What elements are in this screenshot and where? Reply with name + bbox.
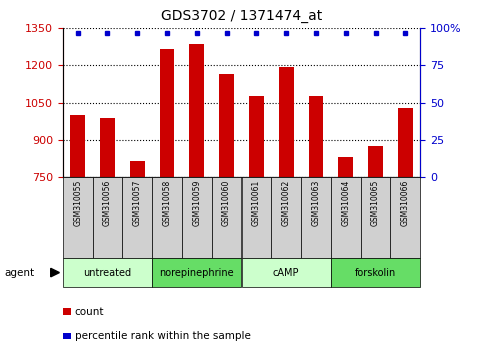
Bar	[301, 177, 331, 258]
Bar	[159, 49, 174, 177]
Bar	[100, 118, 115, 177]
Bar	[70, 115, 85, 177]
Text: count: count	[75, 307, 104, 316]
Text: GDS3702 / 1371474_at: GDS3702 / 1371474_at	[161, 9, 322, 23]
Text: percentile rank within the sample: percentile rank within the sample	[75, 331, 251, 341]
Bar	[271, 177, 301, 258]
Bar	[63, 258, 152, 287]
Bar	[63, 308, 71, 315]
Text: forskolin: forskolin	[355, 268, 396, 278]
Bar	[390, 177, 420, 258]
Text: agent: agent	[5, 268, 35, 278]
Bar	[152, 258, 242, 287]
Text: GSM310057: GSM310057	[133, 179, 142, 226]
Bar	[122, 177, 152, 258]
Bar	[398, 108, 413, 177]
Bar	[152, 177, 182, 258]
Bar	[331, 177, 361, 258]
Text: GSM310065: GSM310065	[371, 179, 380, 226]
Polygon shape	[51, 268, 59, 277]
Bar	[212, 177, 242, 258]
Bar	[309, 96, 324, 177]
Text: untreated: untreated	[84, 268, 131, 278]
Bar	[331, 258, 420, 287]
Text: GSM310060: GSM310060	[222, 179, 231, 226]
Text: GSM310059: GSM310059	[192, 179, 201, 226]
Bar	[368, 146, 383, 177]
Text: GSM310061: GSM310061	[252, 179, 261, 226]
Text: GSM310056: GSM310056	[103, 179, 112, 226]
Bar	[63, 333, 71, 339]
Text: norepinephrine: norepinephrine	[159, 268, 234, 278]
Bar	[249, 96, 264, 177]
Text: GSM310062: GSM310062	[282, 179, 291, 226]
Bar	[182, 177, 212, 258]
Text: cAMP: cAMP	[273, 268, 299, 278]
Text: GSM310066: GSM310066	[401, 179, 410, 226]
Bar	[279, 67, 294, 177]
Bar	[242, 177, 271, 258]
Text: GSM310063: GSM310063	[312, 179, 320, 226]
Bar	[338, 157, 353, 177]
Bar	[361, 177, 390, 258]
Bar	[63, 177, 93, 258]
Text: GSM310058: GSM310058	[163, 179, 171, 226]
Text: GSM310055: GSM310055	[73, 179, 82, 226]
Bar	[130, 161, 145, 177]
Bar	[242, 258, 331, 287]
Bar	[189, 45, 204, 177]
Bar	[93, 177, 122, 258]
Bar	[219, 74, 234, 177]
Text: GSM310064: GSM310064	[341, 179, 350, 226]
